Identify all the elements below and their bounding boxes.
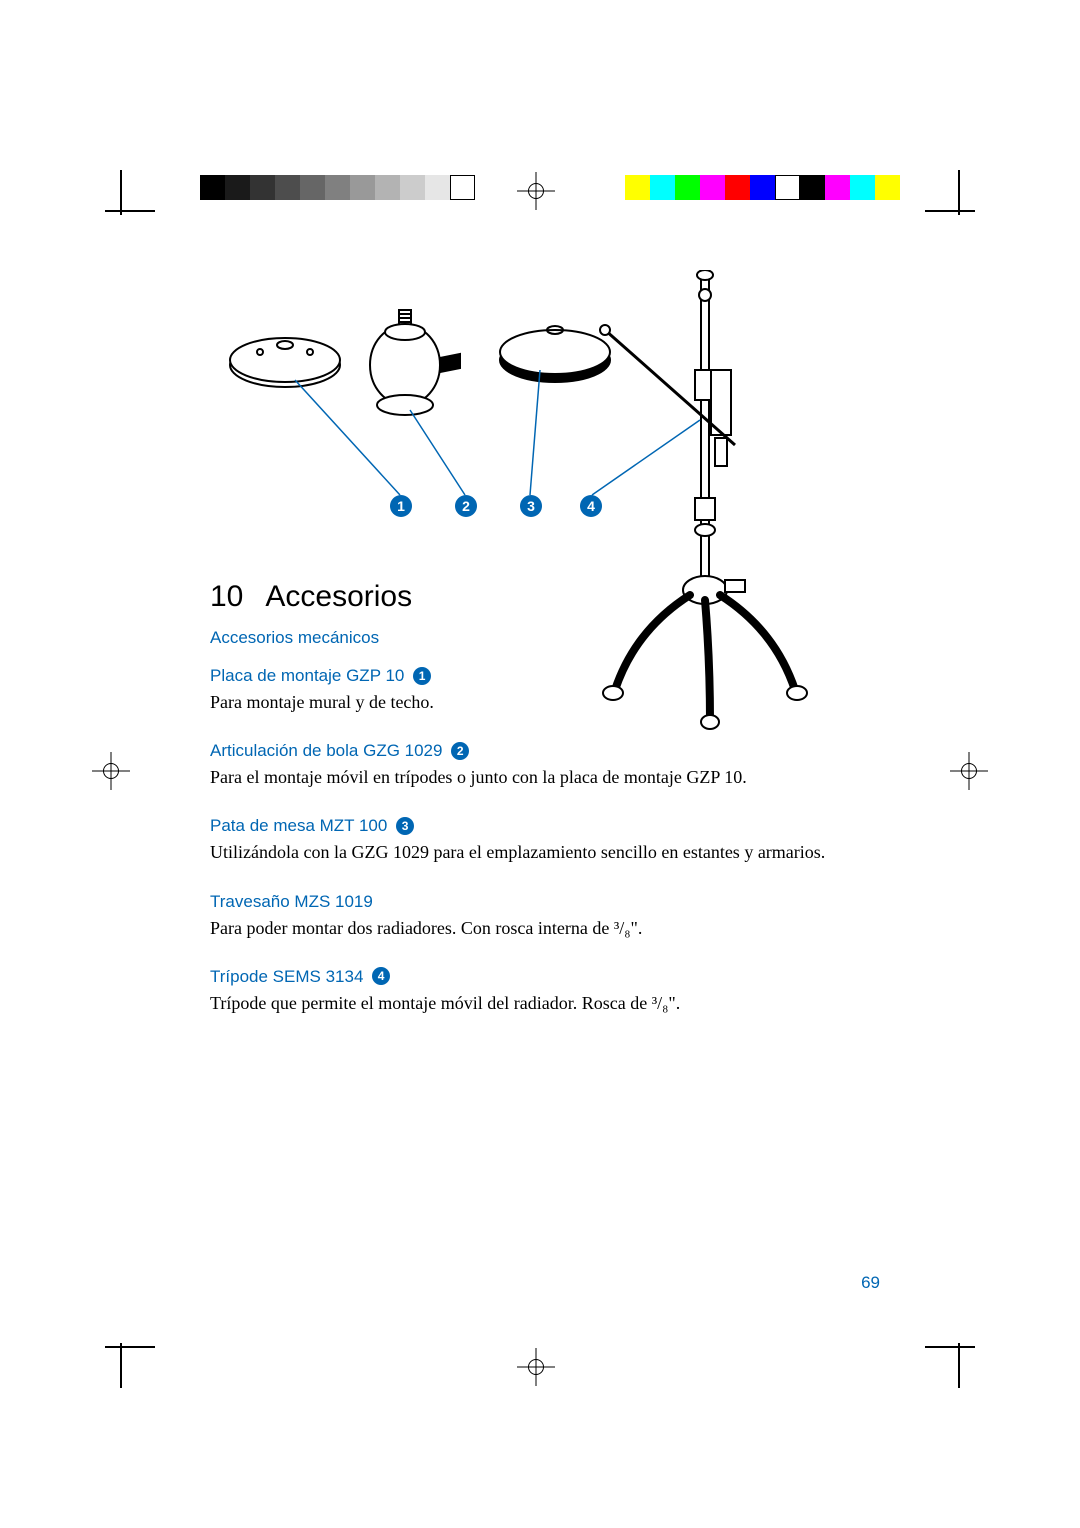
item-heading-text: Travesaño MZS 1019	[210, 892, 373, 911]
item-heading-text: Pata de mesa MZT 100	[210, 816, 387, 835]
callout-inline-3: 3	[396, 817, 414, 835]
crop-mark	[105, 210, 155, 212]
crop-mark	[958, 1343, 960, 1388]
registration-target-icon	[958, 760, 980, 782]
item-body: Trípode que permite el montaje móvil del…	[210, 991, 890, 1016]
crop-mark	[925, 1346, 975, 1348]
item-heading: Travesaño MZS 1019	[210, 892, 890, 912]
registration-target-icon	[525, 1356, 547, 1378]
print-marks-top	[0, 175, 1080, 215]
registration-target-icon	[525, 180, 547, 202]
item-heading: Trípode SEMS 3134 4	[210, 967, 890, 987]
crop-mark	[958, 170, 960, 215]
section-heading: 10 Accesorios	[210, 580, 890, 614]
crop-mark	[925, 210, 975, 212]
page: 1 2 3 4 10 Accesorios Accesorios mecánico…	[0, 0, 1080, 1528]
callout-inline-2: 2	[451, 742, 469, 760]
callout-inline-1: 1	[413, 667, 431, 685]
color-bar	[625, 175, 900, 200]
callout-4: 4	[580, 495, 602, 517]
callout-inline-4: 4	[372, 967, 390, 985]
callout-2: 2	[455, 495, 477, 517]
page-number: 69	[861, 1273, 880, 1293]
item-heading-text: Articulación de bola GZG 1029	[210, 741, 442, 760]
callout-1: 1	[390, 495, 412, 517]
item-heading: Placa de montaje GZP 10 1	[210, 666, 890, 686]
item-heading: Articulación de bola GZG 1029 2	[210, 741, 890, 761]
registration-target-icon	[100, 760, 122, 782]
subheading: Accesorios mecánicos	[210, 628, 890, 648]
item-body: Para el montaje móvil en trípodes o junt…	[210, 765, 890, 790]
crop-mark	[105, 1346, 155, 1348]
crop-mark	[120, 1343, 122, 1388]
item-heading-text: Trípode SEMS 3134	[210, 967, 363, 986]
item-heading-text: Placa de montaje GZP 10	[210, 666, 404, 685]
section-number: 10	[210, 580, 243, 613]
page-content: 10 Accesorios Accesorios mecánicos Placa …	[210, 580, 890, 1016]
section-title: Accesorios	[265, 580, 412, 613]
crop-mark	[120, 170, 122, 215]
print-marks-bottom	[0, 1343, 1080, 1383]
grayscale-ramp	[200, 175, 475, 200]
item-body: Para montaje mural y de techo.	[210, 690, 890, 715]
callout-3: 3	[520, 495, 542, 517]
item-body: Para poder montar dos radiadores. Con ro…	[210, 916, 890, 941]
item-body: Utilizándola con la GZG 1029 para el emp…	[210, 840, 890, 865]
item-heading: Pata de mesa MZT 100 3	[210, 816, 890, 836]
